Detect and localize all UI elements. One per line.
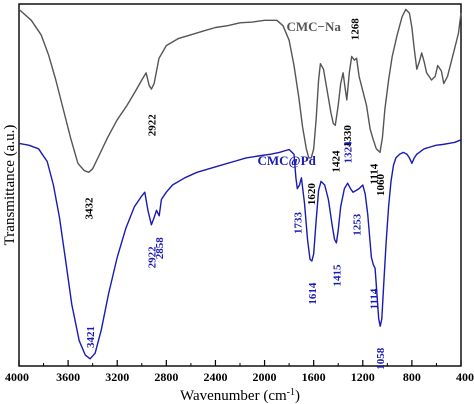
peak-label: 1733 [292, 212, 304, 235]
x-axis-title-superscript: -1 [287, 387, 295, 398]
peak-label: 2922 [146, 246, 158, 269]
peak-label: 3432 [84, 197, 96, 220]
x-tick-label: 2800 [154, 370, 178, 384]
x-tick-label: 1200 [351, 370, 375, 384]
series-name-label: CMC@Pd [257, 153, 316, 168]
peak-label: 1324 [343, 141, 355, 164]
peak-label: 1058 [375, 347, 387, 370]
x-tick-label: 800 [403, 370, 421, 384]
x-tick-label: 400 [456, 370, 474, 384]
x-axis-tick-labels: 4000 3600 3200 2800 2400 2000 1600 1200 800 400 [5, 370, 474, 384]
x-tick-label: 1600 [302, 370, 326, 384]
peak-label: 1114 [368, 288, 380, 309]
x-tick-label: 2400 [203, 370, 227, 384]
series-line-1 [18, 139, 462, 360]
x-tick-label: 3600 [56, 370, 80, 384]
peak-label: 3421 [85, 326, 97, 348]
peak-labels: 2922343216201424133012681114106034212922… [84, 18, 388, 370]
y-axis-title: Transmittance (a.u.) [2, 125, 18, 246]
x-tick-label: 4000 [5, 370, 29, 384]
peak-label: 1415 [331, 264, 343, 287]
series-lines [18, 8, 462, 360]
x-tick-label: 3200 [105, 370, 129, 384]
x-axis-title: Wavenumber (cm-1) [180, 387, 300, 404]
x-tick-label: 2000 [253, 370, 277, 384]
peak-label: 2858 [154, 237, 166, 259]
series-line-0 [18, 8, 462, 173]
plot-frame [18, 3, 462, 367]
peak-label: 1614 [307, 282, 319, 305]
peak-label: 1060 [375, 174, 387, 197]
peak-label: 1424 [330, 150, 342, 173]
series-name-labels: CMC−Na CMC@Pd [257, 19, 341, 168]
series-name-label: CMC−Na [286, 19, 341, 34]
peak-label: 1114 [368, 163, 380, 184]
peak-label: 1268 [349, 18, 361, 41]
peak-label: 1620 [306, 183, 318, 206]
peak-label: 1330 [342, 125, 354, 148]
peak-label: 2922 [146, 114, 158, 137]
x-axis-ticks [18, 360, 462, 366]
peak-label: 1253 [351, 213, 363, 236]
